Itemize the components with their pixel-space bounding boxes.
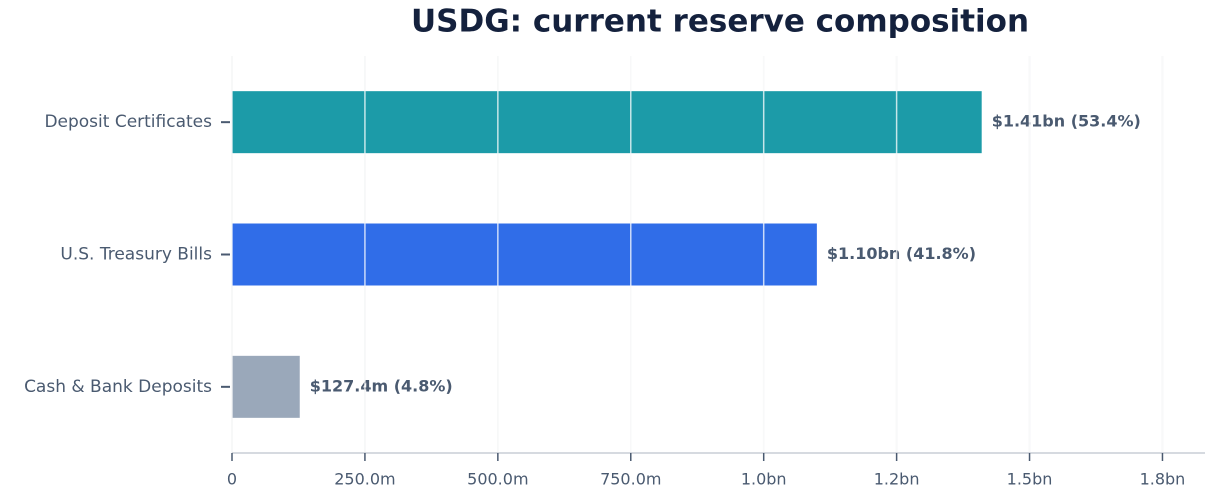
value-label: $1.41bn (53.4%) xyxy=(992,112,1141,131)
x-tick-label: 750.0m xyxy=(600,470,661,489)
x-tick-label: 1.0bn xyxy=(741,470,787,489)
x-tick-label: 1.2bn xyxy=(874,470,920,489)
bar xyxy=(232,355,300,418)
x-tick-label: 250.0m xyxy=(334,470,395,489)
chart-title: USDG: current reserve composition xyxy=(411,4,1029,40)
y-tick-label: Deposit Certificates xyxy=(44,112,212,132)
x-tick-label: 1.5bn xyxy=(1007,470,1053,489)
value-label: $1.10bn (41.8%) xyxy=(827,244,976,263)
bar xyxy=(232,91,982,154)
x-tick-label: 1.8bn xyxy=(1140,470,1186,489)
bar xyxy=(232,223,817,286)
y-tick-label: U.S. Treasury Bills xyxy=(60,245,212,265)
value-label: $127.4m (4.8%) xyxy=(310,376,453,395)
x-tick-label: 0 xyxy=(227,470,237,489)
y-tick-label: Cash & Bank Deposits xyxy=(24,377,212,397)
x-tick-label: 500.0m xyxy=(467,470,528,489)
